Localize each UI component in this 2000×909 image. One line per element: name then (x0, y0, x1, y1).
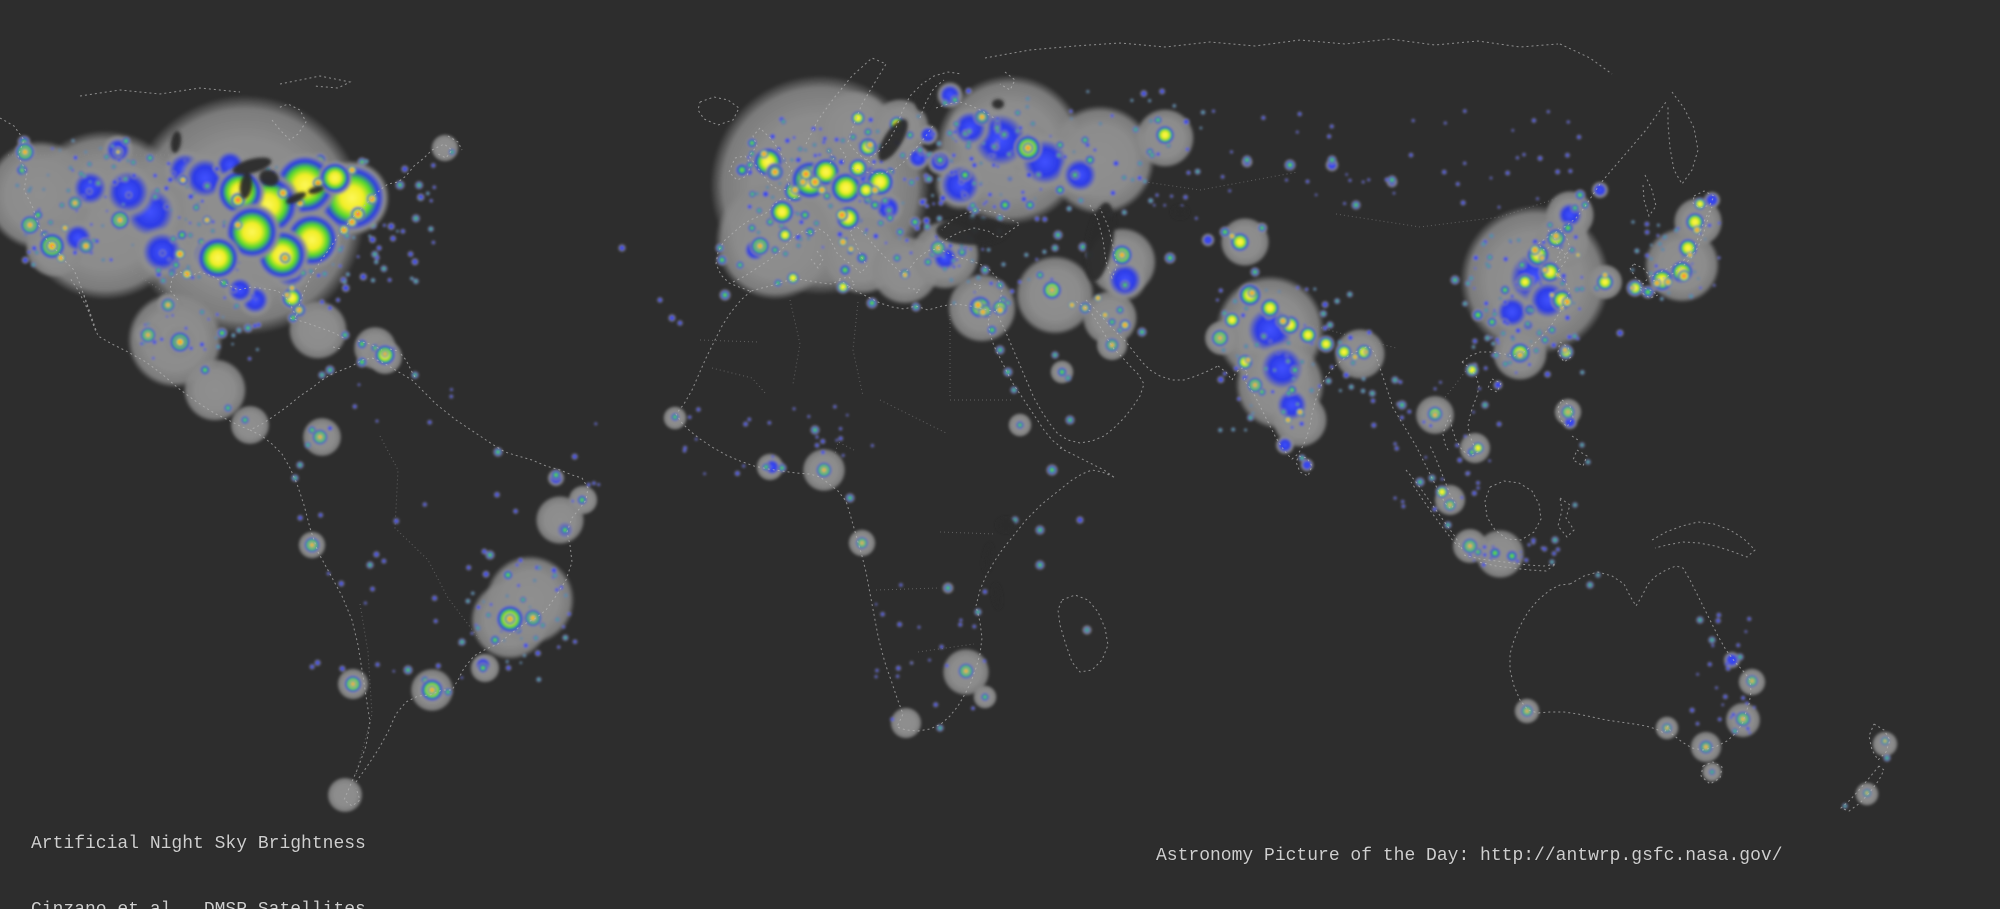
coast-taiwan-hainan (1487, 341, 1572, 393)
coast-japan (1629, 190, 1715, 299)
coast-arctic-siberia (984, 38, 1613, 91)
coast-new-zealand (1840, 723, 1891, 812)
aral-sea (1172, 206, 1188, 218)
lake-malawi (992, 584, 1002, 608)
coast-indonesia (1405, 469, 1756, 572)
lake-tanganyika (983, 544, 993, 572)
lake-victoria (997, 518, 1015, 532)
lakes-and-seas (170, 80, 1188, 608)
lake-winnipeg (170, 131, 182, 153)
lake-ladoga (992, 99, 1004, 109)
coast-north-america-pacific (0, 117, 251, 431)
coast-british-isles (728, 127, 793, 191)
black-sea (936, 217, 1008, 245)
credit-line-2: Cinzano et al., DMSP Satellites (31, 899, 420, 909)
apod-line-1: Astronomy Picture of the Day: http://ant… (1156, 846, 1783, 866)
lake-michigan (239, 173, 253, 199)
credit-line-1: Artificial Night Sky Brightness (31, 834, 366, 854)
coast-scandinavia (805, 57, 995, 175)
lake-ontario (308, 186, 324, 194)
credit-caption: Artificial Night Sky Brightness Cinzano … (31, 789, 420, 909)
coast-indochina (1442, 361, 1480, 457)
coast-madagascar (1057, 594, 1109, 673)
lake-superior (232, 157, 272, 175)
coast-philippines (1557, 399, 1588, 467)
coast-east-asia (1461, 91, 1699, 363)
lake-erie (285, 192, 307, 204)
coast-caspian (1089, 204, 1118, 280)
coast-australia (1509, 565, 1752, 785)
coast-iceland (697, 96, 740, 126)
coast-north-america-atlantic (169, 135, 463, 320)
caspian-sea (1085, 202, 1115, 282)
baltic-sea (878, 119, 908, 161)
coastlines (0, 38, 1891, 812)
coast-arctic-canada (79, 75, 352, 97)
lake-huron (259, 169, 279, 187)
coast-mediterranean-south (750, 278, 997, 313)
gulf-of-bothnia (915, 80, 935, 112)
coast-south-america (249, 357, 589, 807)
coast-hudson-bay (271, 103, 307, 141)
coast-med-islands (810, 250, 983, 296)
apod-caption: Astronomy Picture of the Day: http://ant… (1156, 799, 1988, 909)
coast-africa (675, 290, 1116, 732)
